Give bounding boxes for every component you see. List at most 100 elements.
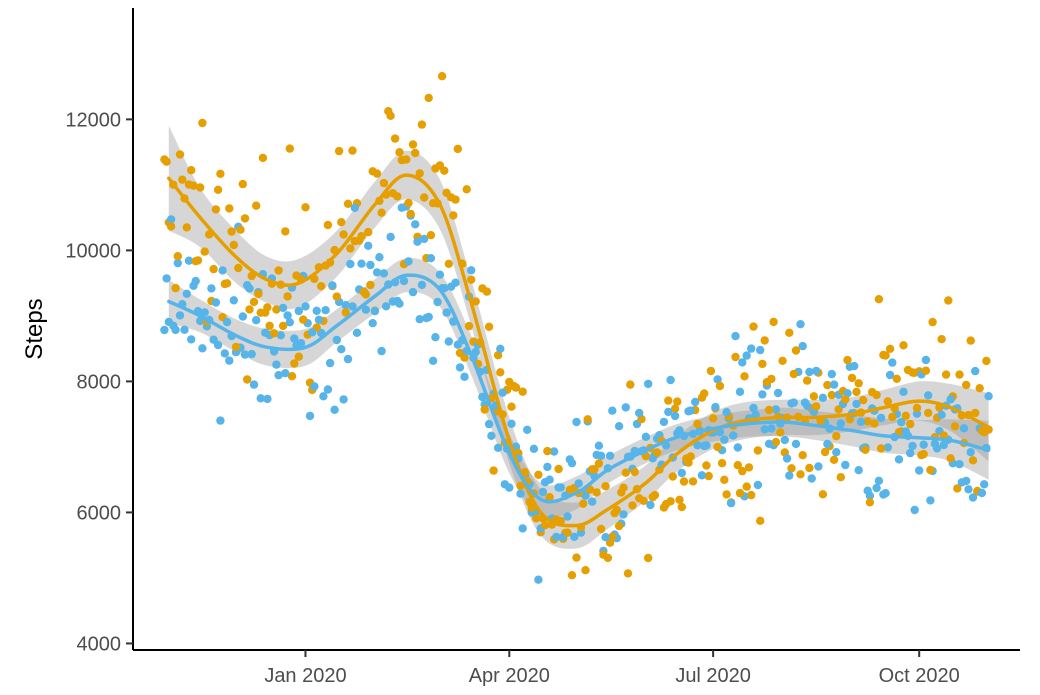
orange-point <box>946 454 955 463</box>
orange-point <box>187 166 196 175</box>
blue-point <box>968 493 978 502</box>
blue-point <box>487 431 496 440</box>
blue-point <box>885 370 895 380</box>
blue-point <box>971 366 980 376</box>
blue-point <box>198 344 207 353</box>
blue-point <box>543 462 552 472</box>
orange-point <box>619 483 628 492</box>
blue-point <box>876 413 886 423</box>
blue-point <box>218 266 227 275</box>
blue-point <box>245 284 254 293</box>
blue-point <box>240 350 250 359</box>
blue-point <box>644 379 653 389</box>
orange-point <box>540 521 550 530</box>
orange-point <box>885 344 895 353</box>
orange-point <box>968 456 978 465</box>
orange-point <box>760 336 769 345</box>
orange-point <box>982 356 991 366</box>
blue-point <box>209 335 218 344</box>
blue-point <box>693 441 702 450</box>
blue-point <box>805 367 814 377</box>
blue-point <box>366 260 375 270</box>
orange-point <box>482 287 492 296</box>
orange-point <box>480 405 489 414</box>
blue-point <box>588 497 597 506</box>
orange-point <box>717 459 727 468</box>
orange-point <box>173 252 182 261</box>
orange-point <box>630 467 639 477</box>
orange-point <box>926 465 935 475</box>
blue-point <box>791 439 801 449</box>
orange-point <box>809 392 819 401</box>
orange-point <box>733 461 742 470</box>
blue-point <box>310 382 319 391</box>
blue-point <box>493 443 503 452</box>
blue-point <box>420 234 429 244</box>
orange-point <box>762 378 772 387</box>
blue-point <box>921 355 931 365</box>
orange-point <box>372 169 382 178</box>
orange-point <box>706 366 716 376</box>
blue-point <box>200 308 209 317</box>
orange-point <box>628 501 637 510</box>
blue-point <box>614 422 624 431</box>
orange-point <box>744 463 754 472</box>
blue-point <box>697 471 707 480</box>
blue-point <box>498 388 507 397</box>
orange-point <box>516 481 525 490</box>
orange-point <box>249 297 259 307</box>
orange-point <box>650 490 660 500</box>
orange-point <box>686 452 695 461</box>
orange-point <box>567 571 577 580</box>
orange-point <box>789 369 798 379</box>
orange-point <box>581 566 590 575</box>
blue-point <box>957 478 966 487</box>
orange-point <box>408 140 418 149</box>
orange-point <box>950 422 960 431</box>
orange-point <box>211 205 221 214</box>
orange-point <box>702 461 711 470</box>
orange-point <box>397 155 406 165</box>
orange-point <box>827 390 836 400</box>
blue-point <box>325 358 335 368</box>
blue-point <box>937 410 946 419</box>
blue-point <box>729 431 738 440</box>
blue-point <box>364 241 373 250</box>
blue-point <box>523 425 532 434</box>
blue-point <box>348 302 357 311</box>
blue-smooth-line <box>167 273 991 504</box>
orange-point <box>245 305 254 314</box>
orange-point <box>747 490 756 500</box>
orange-point <box>213 185 223 194</box>
blue-point <box>854 466 863 475</box>
orange-point <box>484 322 494 331</box>
blue-point <box>570 532 579 541</box>
orange-point <box>859 395 868 405</box>
orange-point <box>393 192 402 201</box>
blue-point <box>321 306 330 315</box>
orange-point <box>198 118 207 128</box>
blue-point <box>428 356 438 365</box>
y-tick-label: 6000 <box>77 502 122 524</box>
orange-point <box>847 373 857 383</box>
orange-point <box>493 351 503 360</box>
blue-point <box>187 335 196 344</box>
orange-point <box>753 446 763 455</box>
x-tick-label: Oct 2020 <box>879 665 960 687</box>
blue-point <box>899 387 908 396</box>
orange-point <box>254 289 263 299</box>
orange-point <box>225 204 234 213</box>
blue-point <box>879 490 888 499</box>
blue-point <box>818 393 828 402</box>
blue-point <box>404 257 413 266</box>
orange-point <box>764 405 774 415</box>
blue-point <box>453 340 462 349</box>
blue-point <box>352 328 362 337</box>
orange-point <box>941 370 951 379</box>
blue-point <box>641 432 651 441</box>
orange-point <box>274 266 283 275</box>
blue-point <box>735 387 745 396</box>
orange-smooth-line <box>167 173 991 528</box>
blue-point <box>247 349 256 359</box>
